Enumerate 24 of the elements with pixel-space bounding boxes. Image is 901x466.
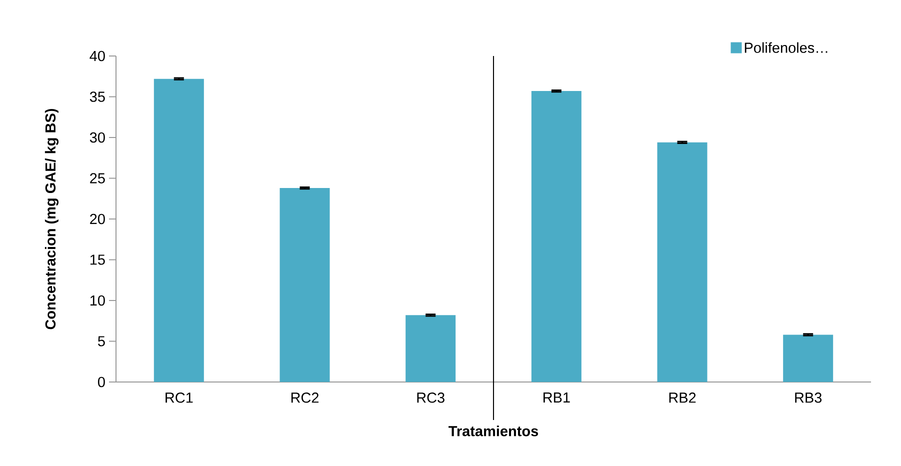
y-tick-label: 20 [90,214,105,224]
x-tick-label: RC1 [166,392,193,403]
x-tick-label: RC3 [417,392,444,403]
legend-label: Polifenoles… [744,42,828,53]
x-tick-label: RC2 [291,392,319,403]
x-tick-label: RB3 [795,392,822,403]
x-axis-title: Tratamientos [448,426,538,436]
y-tick-label: 35 [90,92,105,102]
x-tick-label: RB2 [669,392,696,403]
y-tick-label: 0 [98,376,105,388]
y-tick-label: 25 [90,173,105,184]
bar [280,188,330,382]
y-tick-label: 15 [90,254,105,265]
bar [154,78,204,382]
x-tick-label: RB1 [544,392,570,402]
y-axis-title: Concentracion (mg GAE/ kg BS) [44,108,59,330]
bar [657,142,708,382]
bar [531,91,582,382]
y-tick-label: 40 [90,50,105,62]
y-tick-label: 30 [90,132,105,143]
y-tick-label: 5 [98,336,105,346]
y-tick-label: 10 [90,295,105,306]
bar [406,315,456,382]
bar [783,334,834,382]
